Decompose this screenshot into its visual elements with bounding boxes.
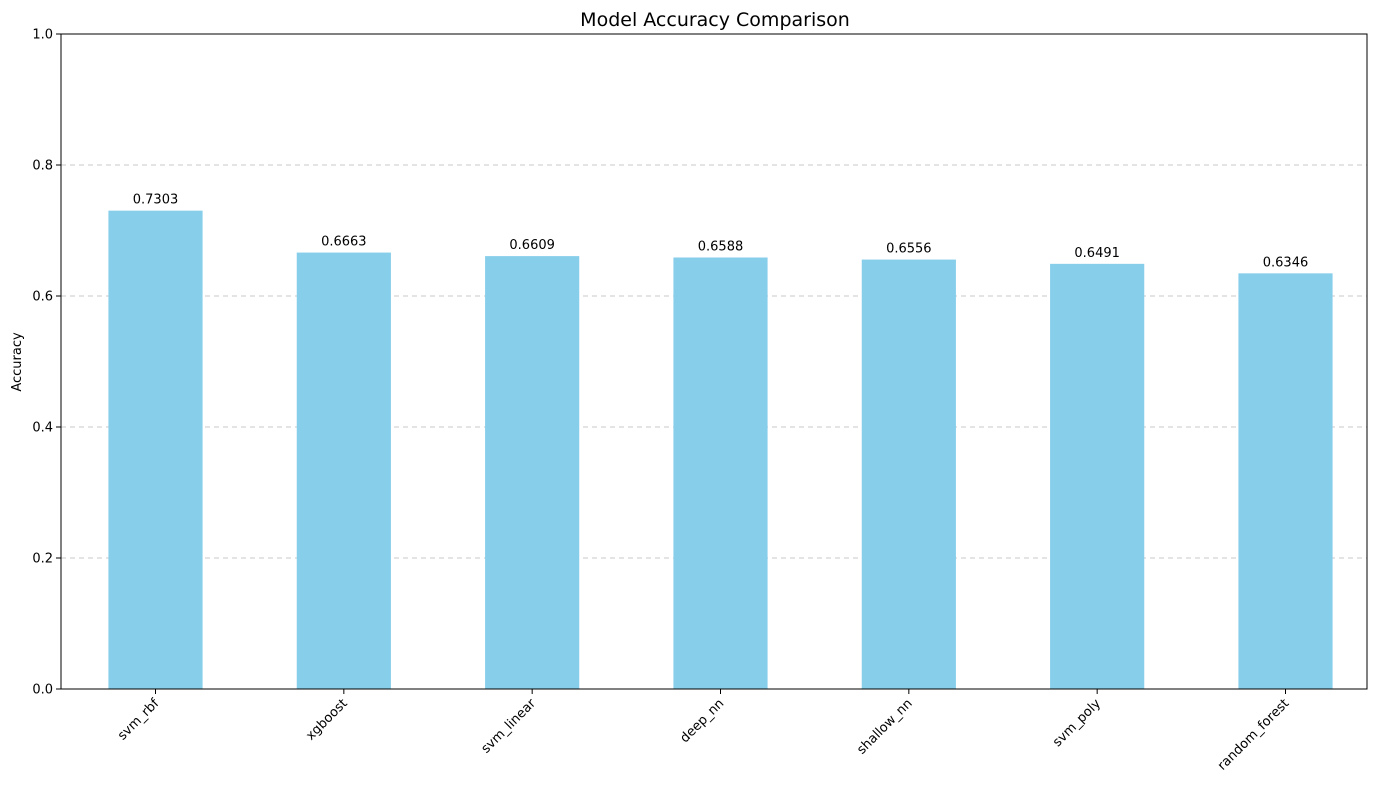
- x-axis-ticks: svm_rbf xgboost svm_linear deep_nn shallow_n…: [115, 689, 1292, 774]
- data-label-random_forest: 0.6346: [1263, 255, 1309, 270]
- data-label-svm_poly: 0.6491: [1074, 246, 1120, 261]
- bar-svm_poly: [1050, 263, 1145, 689]
- bars: [108, 210, 1333, 690]
- x-tick-label-xgboost: xgboost: [303, 696, 350, 743]
- y-tick-label: 1.0: [32, 28, 53, 43]
- data-label-shallow_nn: 0.6556: [886, 242, 932, 257]
- x-tick-label-shallow_nn: shallow_nn: [854, 696, 915, 757]
- data-labels: 0.7303 0.6663 0.6609 0.6588 0.6556 0.6491 0.63…: [133, 193, 1309, 271]
- y-axis-ticks: 0.0 0.2 0.4 0.6 0.8 1.0: [32, 28, 61, 698]
- bar-xgboost: [296, 252, 391, 690]
- y-tick-label: 0.0: [32, 683, 53, 698]
- bar-svm_linear: [485, 256, 580, 689]
- y-tick-label: 0.6: [32, 290, 53, 305]
- bar-random_forest: [1238, 273, 1333, 689]
- x-tick-label-svm_poly: svm_poly: [1050, 696, 1104, 750]
- y-tick-label: 0.2: [32, 552, 53, 567]
- x-tick-label-svm_rbf: svm_rbf: [115, 696, 163, 744]
- data-label-deep_nn: 0.6588: [698, 239, 744, 254]
- chart-title: Model Accuracy Comparison: [580, 9, 850, 31]
- x-tick-label-svm_linear: svm_linear: [479, 696, 540, 757]
- bar-shallow_nn: [861, 259, 956, 689]
- bar-svm_rbf: [108, 210, 203, 689]
- data-label-xgboost: 0.6663: [321, 235, 367, 250]
- x-tick-label-random_forest: random_forest: [1215, 696, 1292, 773]
- y-axis-label: Accuracy: [10, 332, 25, 392]
- plot-frame: [60, 33, 1368, 690]
- y-tick-label: 0.4: [32, 421, 53, 436]
- data-label-svm_linear: 0.6609: [509, 238, 555, 253]
- bar-deep_nn: [673, 257, 768, 689]
- y-tick-label: 0.8: [32, 159, 53, 174]
- data-label-svm_rbf: 0.7303: [133, 193, 179, 208]
- x-tick-label-deep_nn: deep_nn: [677, 696, 727, 746]
